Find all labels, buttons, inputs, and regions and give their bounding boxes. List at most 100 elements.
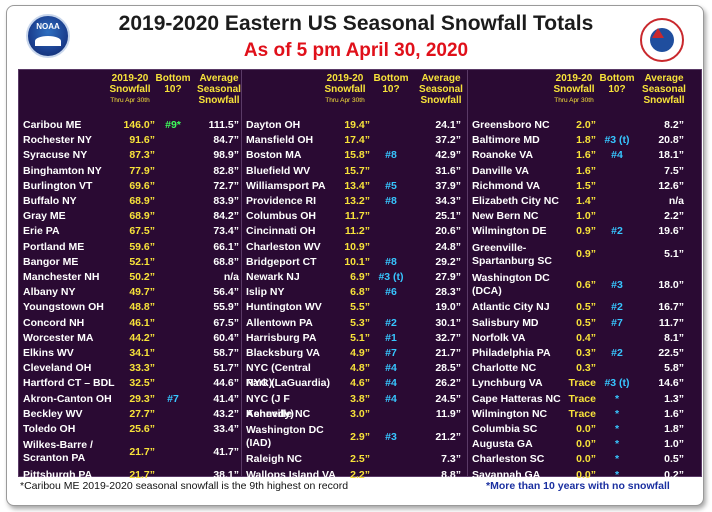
page-title: 2019-2020 Eastern US Seasonal Snowfall T… [118,12,594,35]
average-snowfall: 41.7” [213,445,239,458]
city-name: Hartford CT – BDL [23,377,115,390]
average-snowfall: n/a [223,271,239,283]
city-name: Toledo OH [23,423,76,435]
average-snowfall: 44.6” [213,377,239,390]
snowfall-value: 10.1” [344,255,370,268]
bottom-10-rank: #8 [385,255,397,268]
table-row: Providence RI 13.2” #8 34.3” [242,194,477,209]
snowfall-value: 1.6” [576,164,596,177]
bottom-10-rank: #6 [385,286,397,299]
average-snowfall: 24.5” [435,392,461,405]
average-snowfall: 24.1” [435,119,461,131]
table-panel-1: 2019-20 Snowfall Thru Apr 30th Bottom 10? A… [18,69,255,481]
snowfall-value: 0.0” [576,423,596,435]
table-row: Philadelphia PA 0.3” #2 22.5” [468,346,701,361]
bottom-10-rank [154,407,192,422]
city-name: Burlington VT [23,179,93,192]
table-row: Hartford CT – BDL 32.5” 44.6” [19,376,254,391]
city-name: Albany NY [23,286,76,299]
average-snowfall: 51.7” [213,362,239,375]
average-snowfall: 19.6” [658,225,684,238]
header-average: Average Seasonal Snowfall [419,73,463,106]
table-row: Columbia SC 0.0” * 1.8” [468,422,701,437]
bottom-10-rank: #3 [385,430,397,443]
average-snowfall: 16.7” [658,301,684,314]
table-row: Allentown PA 5.3” #2 30.1” [242,316,477,331]
header-snowfall-label: 2019-20 Snowfall [324,73,366,95]
header-snowfall-label: 2019-20 Snowfall [109,73,151,95]
bottom-10-rank: #2 [611,301,623,314]
average-snowfall: 26.2” [435,377,461,390]
table-row: Washington DC (DCA) 0.6” #3 18.0” [468,270,701,300]
average-snowfall: 25.1” [435,210,461,223]
table-header: 2019-20 Snowfall Thru Apr 30th Bottom 10? A… [242,70,477,116]
table-row: Cleveland OH 33.3” 51.7” [19,361,254,376]
bottom-10-rank: #4 [385,392,397,405]
snowfall-value: 21.7” [129,468,155,481]
city-name: Charleston WV [246,240,321,253]
snowfall-value: 32.5” [129,377,155,390]
city-name: Akron-Canton OH [23,392,112,405]
average-snowfall: 19.0” [435,301,461,314]
snowfall-value: 0.9” [576,248,596,261]
bottom-10-rank [154,437,192,467]
snowfall-value: 13.4” [344,179,370,192]
table-row: Augusta GA 0.0” * 1.0” [468,437,701,452]
average-snowfall: 27.9” [435,271,461,283]
city-name: Savannah GA [472,468,541,481]
table-row: Washington DC (IAD) 2.9” #3 21.2” [242,422,477,452]
table-row: Concord NH 46.1” 67.5” [19,316,254,331]
table-row: Pittsburgh PA 21.7” 38.1” [19,468,254,483]
table-row: Islip NY 6.8” #6 28.3” [242,285,477,300]
city-name: Richmond VA [472,179,541,192]
city-name: Greensboro NC [472,119,550,131]
bottom-10-rank: * [614,407,620,420]
table-row: Caribou ME 146.0” #9* 111.5” [19,118,254,133]
bottom-10-rank [154,179,192,194]
bottom-10-rank [154,376,192,391]
table-row: Gray ME 68.9” 84.2” [19,209,254,224]
snowfall-value: 1.0” [576,210,596,223]
snowfall-value: 77.9” [129,164,155,177]
city-name: Bluefield WV [246,164,311,177]
city-name: Norfolk VA [472,331,526,344]
snowfall-value: 0.4” [576,331,596,344]
snowfall-value: 46.1” [129,316,155,329]
snowfall-value: 17.4” [344,134,370,147]
city-name: Harrisburg PA [246,331,317,344]
bottom-10-rank: #3 (t) [604,134,630,147]
table-row: Raleigh NC 2.5” 7.3” [242,452,477,467]
city-name: Greenville-Spartanburg SC [472,241,552,267]
table-row: Wallops Island VA 2.2” 8.8” [242,468,477,483]
snowfall-value: 69.6” [129,179,155,192]
table-row: Savannah GA 0.0” * 0.2” [468,468,701,483]
snowfall-value: 11.7” [344,210,370,223]
city-name: Worcester MA [23,331,94,344]
snowfall-value: 15.7” [344,164,370,177]
snowfall-value: 0.3” [576,362,596,375]
city-name: Washington DC (IAD) [246,424,324,449]
city-name: Asheville NC [246,407,311,420]
average-snowfall: 20.6” [435,225,461,238]
snowfall-value: 10.9” [344,240,370,253]
bottom-10-rank [154,316,192,331]
average-snowfall: 41.4” [213,392,239,405]
average-snowfall: 18.0” [658,278,684,291]
average-snowfall: 67.5” [213,316,239,329]
city-name: Rochester NY [23,134,92,147]
bottom-10-rank: #4 [385,362,397,375]
city-name: Wilmington NC [472,407,548,420]
bottom-10-rank: #7 [611,316,623,329]
table-row: Beckley WV 27.7” 43.2” [19,407,254,422]
table-row: Toledo OH 25.6” 33.4” [19,422,254,437]
bottom-10-rank: #3 (t) [604,377,630,390]
average-snowfall: 32.7” [435,331,461,344]
header-bottom-10: Bottom 10? [373,73,409,95]
bottom-10-rank [154,148,192,163]
bottom-10-rank: #4 [611,149,623,162]
average-snowfall: 1.0” [664,438,684,451]
city-name: Syracuse NY [23,149,88,162]
average-snowfall: 5.1” [664,248,684,261]
bottom-10-rank: #3 [611,278,623,291]
bottom-10-rank: * [614,468,620,481]
